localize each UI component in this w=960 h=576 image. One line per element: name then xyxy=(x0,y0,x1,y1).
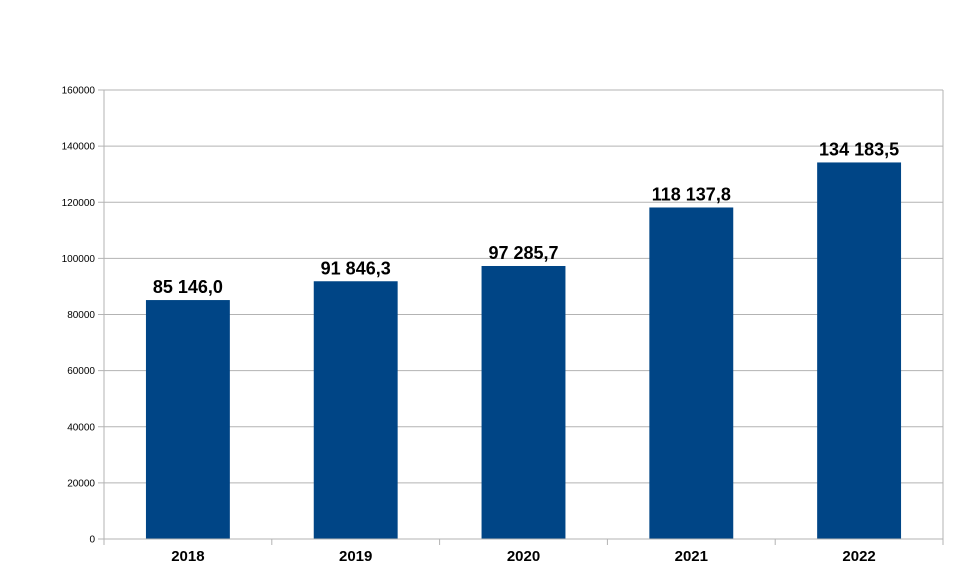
bar-2020 xyxy=(481,265,566,539)
bar-2018 xyxy=(145,300,230,539)
data-label: 85 146,0 xyxy=(153,277,223,297)
y-tick-label: 120000 xyxy=(62,198,96,209)
y-tick-label: 100000 xyxy=(62,254,96,265)
bar-2021 xyxy=(649,207,734,539)
y-tick-label: 0 xyxy=(89,535,95,546)
axes xyxy=(98,89,944,545)
bar-2019 xyxy=(313,281,398,539)
bar-2022 xyxy=(817,162,902,539)
y-tick-label: 20000 xyxy=(67,478,95,489)
data-label: 118 137,8 xyxy=(652,184,731,204)
y-tick-label: 60000 xyxy=(67,366,95,377)
x-tick-label: 2020 xyxy=(507,548,540,565)
data-label: 134 183,5 xyxy=(819,139,899,159)
data-label: 91 846,3 xyxy=(321,258,391,278)
x-tick-label: 2021 xyxy=(675,548,708,565)
y-tick-label: 80000 xyxy=(67,310,95,321)
data-label: 97 285,7 xyxy=(488,243,558,263)
bars xyxy=(145,162,902,539)
x-tick-label: 2018 xyxy=(171,548,204,565)
x-tick-label: 2019 xyxy=(339,548,372,565)
y-tick-label: 160000 xyxy=(62,86,96,97)
y-tick-label: 40000 xyxy=(67,422,95,433)
x-tick-label: 2022 xyxy=(842,548,875,565)
y-tick-label: 140000 xyxy=(62,142,96,153)
labels: 0 20000 40000 60000 80000 100000 120000 140000 1… xyxy=(62,86,900,566)
